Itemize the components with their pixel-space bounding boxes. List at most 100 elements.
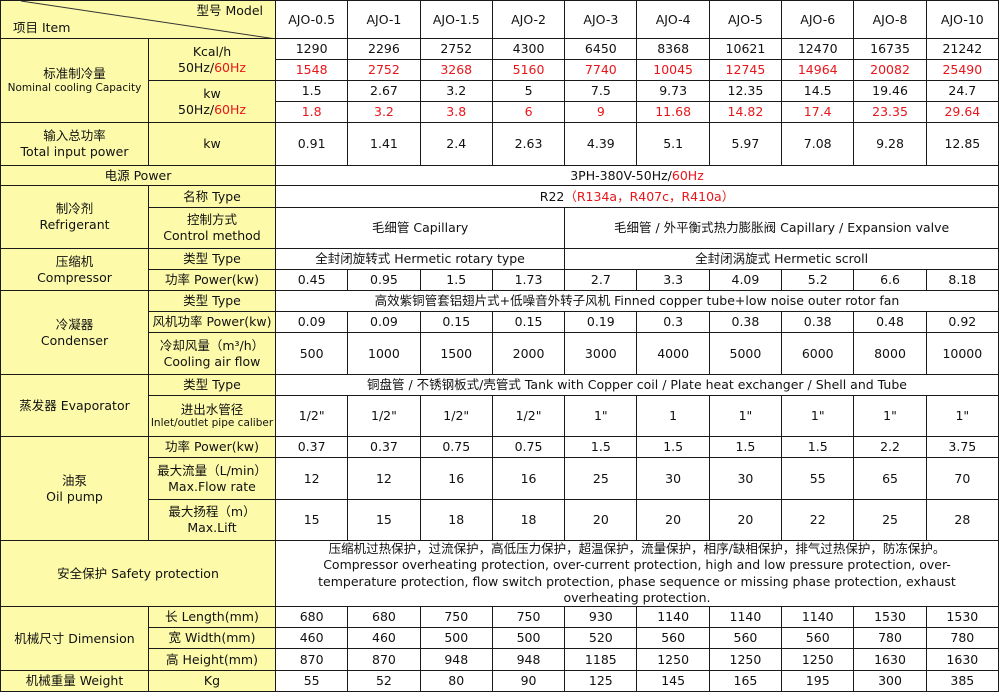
input-power-values-cell: 2.4 bbox=[419, 122, 493, 166]
oil-pump-flow-cell: 30 bbox=[636, 457, 710, 500]
cooling-kcal-50-cell: 12470 bbox=[781, 38, 855, 60]
oil-pump-power-cell: 1.5 bbox=[708, 436, 783, 458]
oil-pump-lift-cell: 20 bbox=[708, 499, 783, 541]
dimension-height-cell: 1630 bbox=[925, 648, 1000, 671]
oil-pump-flow-cell: 16 bbox=[419, 457, 493, 500]
max-lift-label: 最大扬程（m） Max.Lift bbox=[148, 499, 276, 541]
cooling-kw-50-cell: 9.73 bbox=[636, 80, 710, 102]
dimension-length-cell: 1530 bbox=[853, 606, 927, 628]
cooling-kcal-60-cell: 25490 bbox=[925, 59, 1000, 81]
compressor-type-label: 类型 Type bbox=[148, 248, 276, 270]
dimension-height-cell: 870 bbox=[347, 648, 421, 671]
kw-unit-label: kw 50Hz/60Hz bbox=[148, 80, 276, 123]
evaporator-pipe-cell: 1/2" bbox=[347, 395, 421, 437]
oil-pump-lift-cell: 20 bbox=[564, 499, 638, 541]
cooling-kcal-50-cell: 6450 bbox=[564, 38, 638, 60]
header-models-cell: AJO-10 bbox=[925, 0, 1000, 39]
dimension-length-cell: 1140 bbox=[781, 606, 855, 628]
oil-pump-power-cell: 1.5 bbox=[781, 436, 855, 458]
condenser-airflow-cell: 3000 bbox=[564, 332, 638, 375]
compressor-power-cell: 4.09 bbox=[708, 269, 783, 291]
oil-pump-power-cell: 0.75 bbox=[491, 436, 566, 458]
condenser-airflow-cell: 1000 bbox=[347, 332, 421, 375]
evaporator-pipe-cell: 1" bbox=[708, 395, 783, 437]
dimension-label: 机械尺寸 Dimension bbox=[0, 606, 149, 671]
cooling-kcal-50-cell: 2752 bbox=[419, 38, 493, 60]
input-power-unit: kw bbox=[148, 122, 276, 166]
condenser-airflow-cell: 2000 bbox=[491, 332, 566, 375]
dimension-height-cell: 870 bbox=[274, 648, 349, 671]
dimension-height-cell: 1250 bbox=[636, 648, 710, 671]
cooling-kw-50-cell: 5 bbox=[491, 80, 566, 102]
header-models-cell: AJO-4 bbox=[636, 0, 710, 39]
oil-pump-lift-cell: 18 bbox=[419, 499, 493, 541]
oil-pump-lift-cell: 22 bbox=[781, 499, 855, 541]
weight-values-cell: 55 bbox=[274, 670, 349, 692]
dimension-width-cell: 780 bbox=[853, 627, 927, 649]
input-power-values-cell: 4.39 bbox=[564, 122, 638, 166]
oil-pump-lift-cell: 15 bbox=[347, 499, 421, 541]
evaporator-pipe-cell: 1/2" bbox=[491, 395, 566, 437]
cooling-kw-50-cell: 3.2 bbox=[419, 80, 493, 102]
pipe-caliber-label: 进出水管径 Inlet/outlet pipe caliber bbox=[148, 395, 276, 437]
dimension-width-cell: 500 bbox=[419, 627, 493, 649]
oil-pump-lift-cell: 20 bbox=[636, 499, 710, 541]
width-label: 宽 Width(mm) bbox=[148, 627, 276, 649]
condenser-fan-power-cell: 0.19 bbox=[564, 311, 638, 333]
oil-pump-label: 油泵 Oil pump bbox=[0, 436, 149, 541]
dimension-width-cell: 560 bbox=[708, 627, 783, 649]
condenser-fan-power-cell: 0.38 bbox=[708, 311, 783, 333]
dimension-width-cell: 500 bbox=[491, 627, 566, 649]
header-row: 型号 Model 项目 Item AJO-0.5 AJO-1 AJO-1.5 AJO-… bbox=[0, 0, 1000, 39]
oil-pump-lift-cell: 18 bbox=[491, 499, 566, 541]
cooling-kw-60-cell: 9 bbox=[564, 101, 638, 123]
cooling-kcal-60-cell: 1548 bbox=[274, 59, 349, 81]
height-label: 高 Height(mm) bbox=[148, 648, 276, 671]
cooling-kcal-50-cell: 8368 bbox=[636, 38, 710, 60]
weight-values-cell: 52 bbox=[347, 670, 421, 692]
condenser-airflow-cell: 4000 bbox=[636, 332, 710, 375]
evaporator-type-label: 类型 Type bbox=[148, 374, 276, 396]
condenser-fan-power-cell: 0.92 bbox=[925, 311, 1000, 333]
refrigerant-type-value: R22（R134a，R407c，R410a） bbox=[275, 185, 999, 208]
safety-value: 压缩机过热保护，过流保护，高低压力保护，超温保护，流量保护，相序/缺相保护，排气… bbox=[275, 540, 999, 607]
dimension-length-cell: 1140 bbox=[708, 606, 783, 628]
input-power-values-cell: 0.91 bbox=[274, 122, 349, 166]
condenser-fan-power-cell: 0.38 bbox=[781, 311, 855, 333]
oil-pump-flow-cell: 16 bbox=[491, 457, 566, 500]
header-corner: 型号 Model 项目 Item bbox=[0, 0, 276, 39]
dimension-length-cell: 1530 bbox=[925, 606, 1000, 628]
cooling-kcal-60-cell: 14964 bbox=[781, 59, 855, 81]
compressor-label: 压缩机 Compressor bbox=[0, 248, 149, 291]
dimension-length-cell: 680 bbox=[274, 606, 349, 628]
cooling-kcal-60-cell: 12745 bbox=[708, 59, 783, 81]
dimension-height-cell: 948 bbox=[419, 648, 493, 671]
oil-pump-lift-cell: 25 bbox=[853, 499, 927, 541]
oil-pump-power-cell: 0.37 bbox=[347, 436, 421, 458]
cooling-kcal-60-cell: 3268 bbox=[419, 59, 493, 81]
input-power-values-cell: 2.63 bbox=[491, 122, 566, 166]
oil-pump-flow-cell: 12 bbox=[347, 457, 421, 500]
evaporator-pipe-cell: 1" bbox=[853, 395, 927, 437]
dimension-height-cell: 1250 bbox=[781, 648, 855, 671]
oil-pump-flow-cell: 12 bbox=[274, 457, 349, 500]
cooling-kw-60-cell: 11.68 bbox=[636, 101, 710, 123]
oil-pump-flow-cell: 25 bbox=[564, 457, 638, 500]
cooling-kw-50-cell: 19.46 bbox=[853, 80, 927, 102]
weight-values-cell: 195 bbox=[781, 670, 855, 692]
evaporator-pipe-cell: 1" bbox=[925, 395, 1000, 437]
evaporator-label: 蒸发器 Evaporator bbox=[0, 374, 149, 437]
cooling-kw-50-cell: 24.7 bbox=[925, 80, 1000, 102]
compressor-power-cell: 1.73 bbox=[491, 269, 566, 291]
dimension-height-cell: 1630 bbox=[853, 648, 927, 671]
model-label: 型号 Model bbox=[196, 3, 263, 18]
dimension-height-cell: 1250 bbox=[708, 648, 783, 671]
header-models-cell: AJO-8 bbox=[853, 0, 927, 39]
compressor-type-small: 全封闭旋转式 Hermetic rotary type bbox=[274, 248, 566, 270]
header-models-cell: AJO-2 bbox=[491, 0, 566, 39]
oil-pump-power-cell: 1.5 bbox=[636, 436, 710, 458]
input-power-values-cell: 5.97 bbox=[708, 122, 783, 166]
cooling-kw-50-cell: 12.35 bbox=[708, 80, 783, 102]
dimension-width-cell: 460 bbox=[274, 627, 349, 649]
